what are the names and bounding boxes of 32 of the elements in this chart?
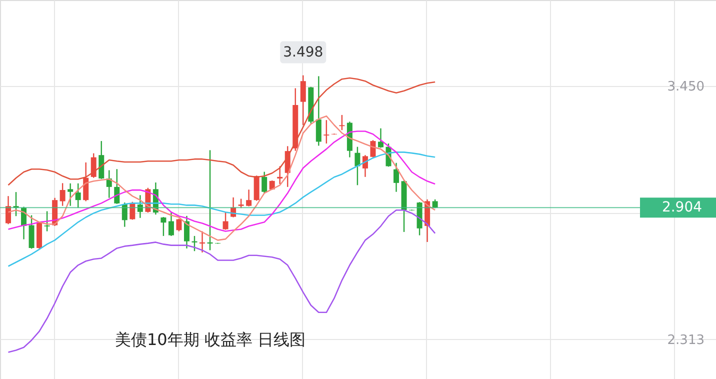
candlestick — [176, 218, 182, 232]
candlestick — [168, 212, 174, 237]
candlestick — [370, 140, 376, 158]
ref-line-label: 2.904 — [662, 200, 702, 216]
y-tick-label: 3.450 — [667, 80, 704, 95]
candlestick — [362, 154, 368, 178]
candlestick — [238, 198, 244, 209]
candlestick — [339, 114, 345, 131]
candlestick — [354, 146, 360, 186]
candlestick — [394, 162, 400, 192]
candlestick — [68, 182, 74, 206]
candlestick — [28, 214, 34, 250]
candlestick — [316, 76, 322, 146]
candlestick — [378, 128, 384, 148]
candlestick — [324, 119, 330, 144]
candlestick — [160, 216, 166, 237]
annotation: 3.498 — [283, 44, 324, 60]
y-tick-label: 2.313 — [667, 332, 704, 348]
candlestick — [75, 182, 81, 208]
candlestick — [262, 171, 268, 194]
candlestick — [90, 152, 96, 178]
candlestick — [222, 212, 228, 230]
candlestick — [246, 189, 252, 207]
candlestick — [44, 210, 50, 232]
candlestick — [114, 168, 120, 204]
candlestick — [122, 202, 128, 228]
line-series — [8, 209, 436, 353]
candlestick — [60, 182, 66, 206]
text: 美债10年期 收益率 日线图 — [115, 330, 306, 349]
candlestick — [98, 140, 104, 180]
candlestick — [184, 215, 190, 250]
candlestick — [6, 195, 12, 225]
